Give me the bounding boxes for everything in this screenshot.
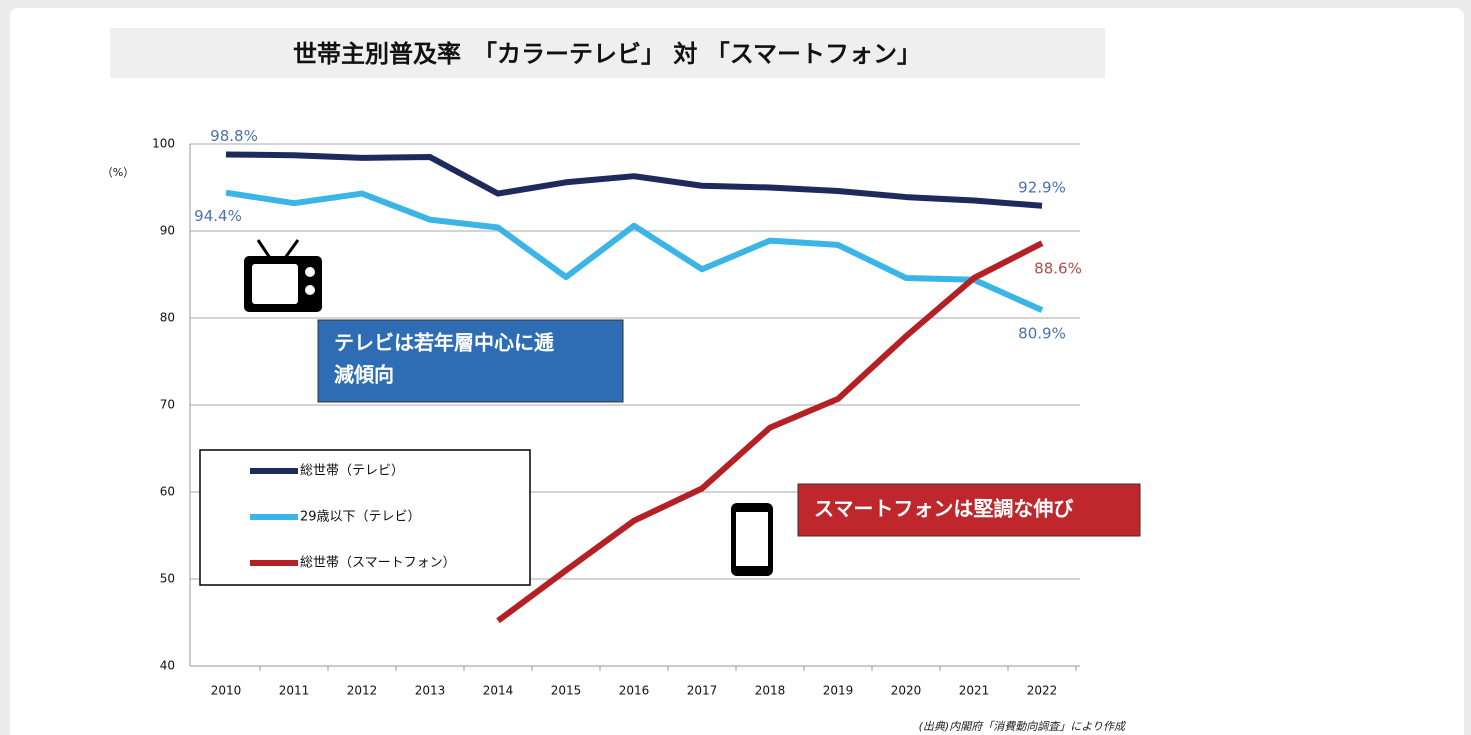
y-tick-label: 60 [160, 485, 175, 499]
y-tick-label: 90 [160, 224, 175, 238]
x-tick-label: 2018 [755, 684, 786, 698]
value-label: 98.8% [210, 127, 258, 145]
x-tick-label: 2014 [483, 684, 514, 698]
annotation-box [317, 319, 624, 403]
legend-label: 総世帯（スマートフォン） [300, 556, 456, 571]
annotation-text: テレビは若年層中心に逓 [334, 331, 555, 355]
phone-icon [731, 503, 773, 576]
value-label: 92.9% [1018, 178, 1066, 196]
x-tick-label: 2016 [619, 684, 650, 698]
x-tick-label: 2022 [1027, 684, 1058, 698]
y-tick-label: 50 [160, 572, 175, 586]
series-line [225, 151, 1043, 209]
chart-title: 世帯主別普及率 「カラーテレビ」 対 「スマートフォン」 [293, 40, 921, 68]
title-band [110, 28, 1105, 78]
x-tick-label: 2017 [687, 684, 718, 698]
y-tick-label: 100 [152, 137, 175, 151]
value-label: 94.4% [194, 207, 242, 225]
legend-label: 29歳以下（テレビ） [300, 510, 421, 525]
x-tick-label: 2012 [347, 684, 378, 698]
x-tick-label: 2015 [551, 684, 582, 698]
y-tick-label: 70 [160, 398, 175, 412]
legend-label: 総世帯（テレビ） [300, 464, 404, 479]
x-tick-label: 2021 [959, 684, 990, 698]
series-line [225, 189, 1044, 313]
annotation-text: スマートフォンは堅調な伸び [814, 497, 1074, 521]
x-tick-label: 2019 [823, 684, 854, 698]
y-tick-label: 40 [160, 659, 175, 673]
card [10, 8, 1464, 735]
value-label: 88.6% [1034, 260, 1082, 278]
source: (出典)内閣府「消費動向調査」により作成 [919, 720, 1127, 733]
value-label: 80.9% [1018, 325, 1066, 343]
series-line [496, 240, 1044, 624]
annotation-box [797, 483, 1141, 537]
y-axis-label: （%） [102, 166, 134, 179]
x-tick-label: 2013 [415, 684, 446, 698]
x-tick-label: 2010 [211, 684, 242, 698]
annotation-text: 減傾向 [334, 363, 394, 387]
tv-icon [244, 239, 322, 312]
x-tick-label: 2011 [279, 684, 310, 698]
x-tick-label: 2020 [891, 684, 922, 698]
y-tick-label: 80 [160, 311, 175, 325]
